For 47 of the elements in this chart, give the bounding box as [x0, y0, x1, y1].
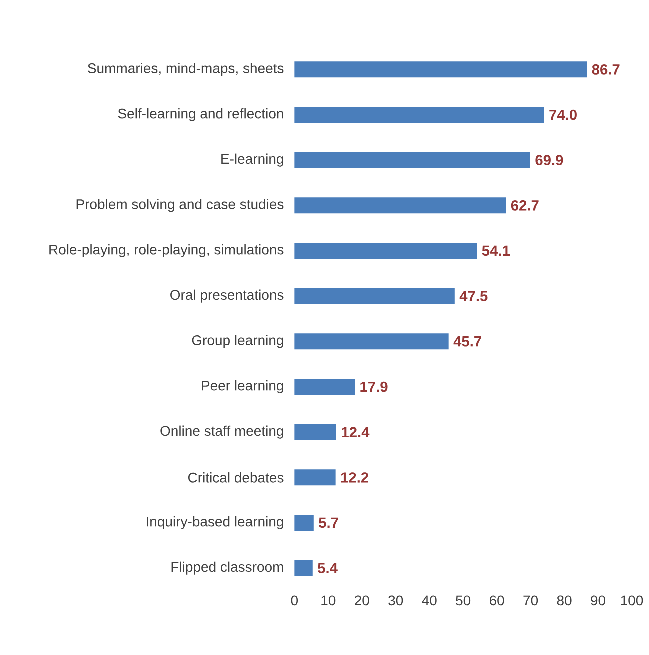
data-label: 45.7 — [454, 336, 482, 347]
bar — [294, 515, 314, 532]
data-label: 86.7 — [592, 64, 620, 75]
bar — [294, 106, 544, 123]
x-tick-label: 80 — [557, 596, 572, 606]
bar — [294, 198, 506, 214]
data-label: 12.2 — [341, 472, 368, 483]
x-tick-label: 0 — [291, 596, 298, 606]
y-tick-label: Summaries, mind-maps, sheets — [88, 63, 284, 76]
bar — [294, 424, 336, 440]
data-label: 12.4 — [342, 427, 370, 438]
data-label: 5.7 — [319, 518, 338, 528]
y-tick-label: Critical debates — [188, 472, 284, 483]
data-label: 74.0 — [550, 110, 577, 120]
x-tick-label: 100 — [621, 596, 644, 606]
x-tick-label: 20 — [355, 596, 370, 606]
x-tick-label: 40 — [422, 596, 437, 606]
bar — [294, 288, 455, 304]
y-tick-label: Peer learning — [202, 380, 284, 394]
y-tick-label: Flipped classroom — [172, 562, 284, 575]
x-tick-label: 90 — [591, 596, 606, 606]
y-tick-label: Role-playing, role-playing, simulations — [50, 244, 284, 258]
x-tick-label: 70 — [524, 596, 538, 606]
bar — [294, 62, 588, 78]
x-tick-label: 30 — [388, 596, 404, 606]
y-tick-label: Group learning — [192, 335, 284, 348]
y-tick-label: Problem solving and case studies — [76, 199, 284, 212]
x-tick-label: 10 — [322, 596, 336, 606]
bar — [294, 334, 449, 350]
bar — [294, 152, 530, 168]
bar — [294, 378, 356, 395]
x-tick-label: 50 — [456, 596, 471, 606]
data-label: 5.4 — [318, 563, 338, 574]
data-label: 69.9 — [536, 155, 564, 166]
bar — [294, 470, 336, 486]
y-tick-label: Online staff meeting — [160, 426, 284, 439]
y-tick-label: Oral presentations — [170, 290, 284, 303]
x-tick-label: 60 — [490, 596, 504, 606]
y-tick-label: E-learning — [222, 154, 284, 167]
data-label: 62.7 — [511, 200, 539, 211]
y-tick-label: Inquiry-based learning — [147, 516, 284, 530]
bar — [294, 560, 313, 576]
data-label: 47.5 — [460, 291, 488, 302]
y-tick-label: Self-learning and reflection — [118, 108, 284, 122]
bar — [294, 243, 478, 259]
data-label: 17.9 — [360, 382, 388, 392]
data-label: 54.1 — [482, 246, 510, 256]
